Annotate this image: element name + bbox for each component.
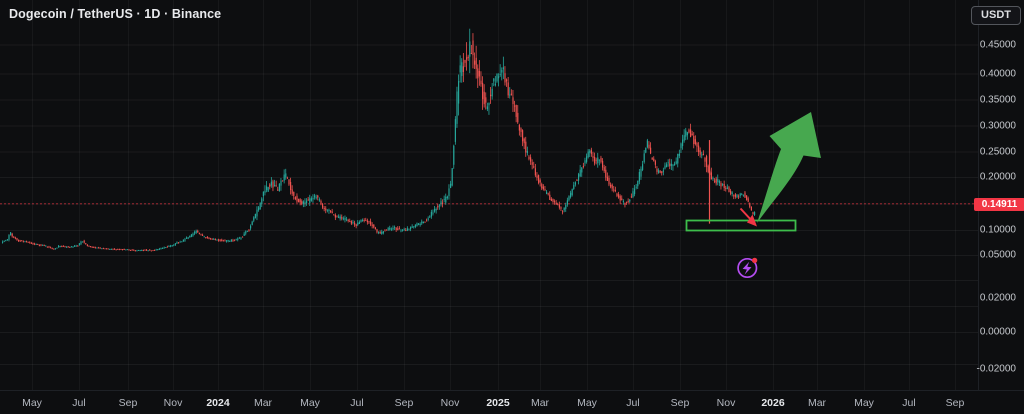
last-price-label: 0.14911 (974, 198, 1024, 211)
time-axis-label: Mar (530, 397, 550, 409)
price-axis-label: 0.45000 (979, 39, 1016, 50)
time-axis-label: Jul (902, 397, 916, 409)
time-axis-label: Sep (945, 397, 965, 409)
time-axis[interactable]: May Jul Sep Nov 2024 Mar May Jul Sep Nov 2025 Mar Ma… (0, 390, 1024, 414)
price-axis-label: 0.05000 (979, 249, 1016, 261)
price-axis-label: 0.25000 (979, 146, 1016, 157)
time-axis-label: Sep (670, 397, 690, 409)
time-axis-label: Jul (72, 397, 86, 409)
time-axis-label: 2024 (206, 397, 230, 409)
time-axis-label: Jul (626, 397, 640, 409)
time-axis-label: Nov (163, 397, 183, 409)
time-axis-label: Mar (253, 397, 273, 409)
time-axis-label: Sep (394, 397, 414, 409)
time-axis-label: Sep (118, 397, 138, 409)
time-axis-label: May (22, 397, 42, 409)
price-axis-label: 0.30000 (979, 120, 1016, 131)
price-axis-label: 0.40000 (979, 68, 1016, 79)
price-axis[interactable]: 0.14911 0.45000 0.40000 0.35000 0.30000 0.25… (974, 0, 1024, 390)
price-axis-label: 0.10000 (979, 224, 1016, 236)
time-axis-label: Nov (440, 397, 460, 409)
price-axis-label: -0.02000 (976, 363, 1016, 374)
price-axis-label: 0.20000 (979, 171, 1016, 183)
currency-toggle-button[interactable]: USDT (971, 6, 1021, 25)
price-axis-label: 0.02000 (979, 292, 1016, 304)
time-axis-label: Mar (807, 397, 827, 409)
time-axis-label: 2025 (486, 397, 510, 409)
time-axis-label: Jul (350, 397, 364, 409)
price-axis-label: 0.35000 (979, 94, 1016, 105)
symbol-title[interactable]: Dogecoin / TetherUS · 1D · Binance (9, 7, 222, 21)
candlestick-chart-canvas[interactable] (0, 0, 978, 390)
time-axis-label: May (854, 397, 874, 409)
time-axis-label: May (577, 397, 597, 409)
time-axis-label: 2026 (761, 397, 785, 409)
price-axis-label: 0.00000 (979, 326, 1016, 338)
time-axis-label: Nov (716, 397, 736, 409)
time-axis-label: May (300, 397, 320, 409)
